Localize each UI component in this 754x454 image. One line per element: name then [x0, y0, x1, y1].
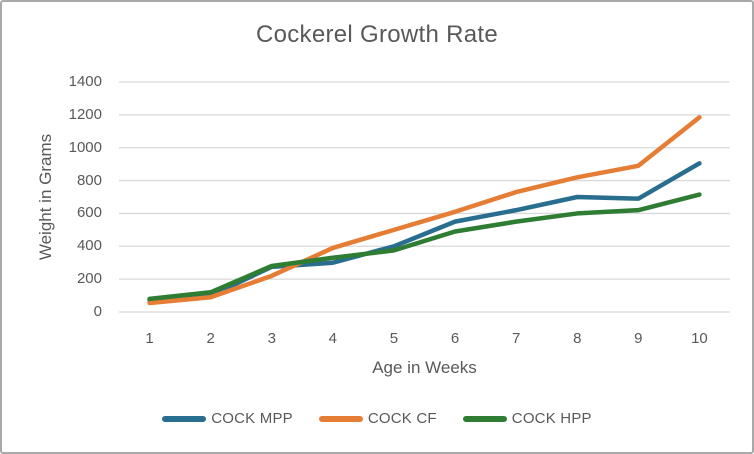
x-tick-label: 7	[511, 330, 521, 347]
x-tick-label: 5	[389, 330, 399, 347]
y-tick-label: 400	[76, 237, 102, 255]
x-tick-label: 4	[328, 330, 338, 347]
legend-item-cock-hpp: COCK HPP	[462, 410, 592, 427]
legend-swatch	[318, 415, 363, 422]
legend-label: COCK CF	[367, 410, 437, 427]
series-line-cock-hpp	[147, 192, 702, 302]
legend-label: COCK MPP	[211, 410, 293, 427]
series-line-cock-mpp	[147, 161, 702, 303]
x-axis-title: Age in Weeks	[372, 358, 477, 377]
y-tick-label: 1000	[68, 138, 102, 156]
x-tick-label: 8	[573, 330, 582, 347]
y-tick-label: 1400	[68, 73, 102, 90]
x-tick-label: 9	[634, 330, 643, 347]
legend-swatch	[462, 415, 507, 422]
y-tick-label: 800	[76, 171, 102, 189]
x-tick-label: 1	[145, 330, 154, 347]
y-tick-label: 600	[76, 204, 102, 222]
legend-swatch	[162, 415, 207, 422]
y-tick-label: 200	[76, 270, 102, 288]
x-tick-label: 3	[267, 330, 276, 347]
legend-label: COCK HPP	[511, 410, 592, 427]
series-line-cock-cf	[147, 115, 702, 306]
x-tick-label: 6	[450, 330, 460, 347]
chart-title: Cockerel Growth Rate	[255, 21, 499, 48]
legend-item-cock-cf: COCK CF	[318, 410, 437, 427]
x-tick-label: 10	[691, 330, 708, 347]
y-tick-label: 1200	[68, 105, 102, 123]
y-tick-label: 0	[93, 303, 102, 320]
x-tick-label: 2	[206, 330, 215, 347]
legend-item-cock-mpp: COCK MPP	[162, 410, 293, 427]
legend: COCK MPP COCK CF COCK HPP	[2, 410, 752, 427]
